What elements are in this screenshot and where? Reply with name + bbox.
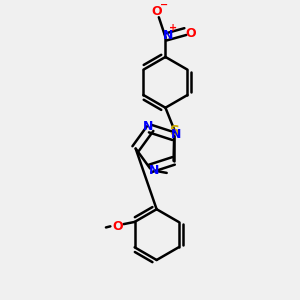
Text: N: N (149, 164, 160, 177)
Text: N: N (163, 29, 173, 43)
Text: S: S (170, 124, 180, 138)
Text: O: O (185, 27, 196, 40)
Text: N: N (143, 120, 153, 133)
Text: −: − (160, 0, 168, 10)
Text: O: O (151, 5, 162, 18)
Text: O: O (113, 220, 123, 233)
Text: N: N (171, 128, 181, 140)
Text: +: + (169, 23, 177, 33)
